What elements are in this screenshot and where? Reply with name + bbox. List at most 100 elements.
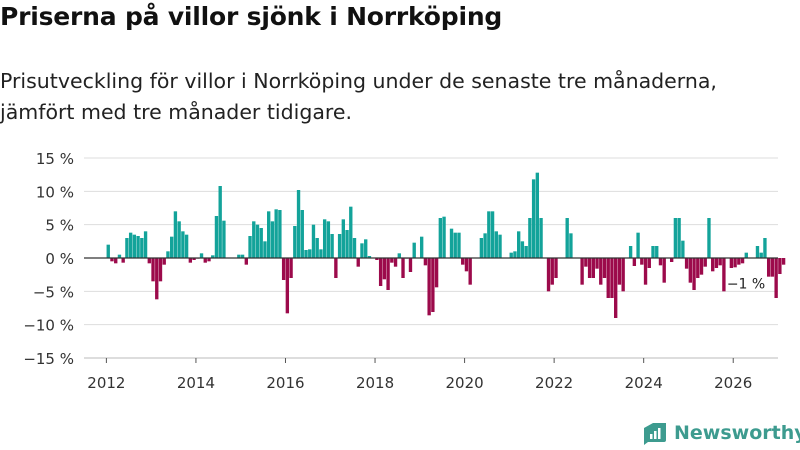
bar: [412, 242, 416, 258]
bar: [431, 258, 435, 312]
bar: [181, 231, 185, 258]
bar: [531, 179, 536, 258]
x-tick-label: 2012: [87, 374, 125, 392]
bar: [781, 258, 786, 265]
bar: [349, 206, 353, 258]
x-tick-label: 2024: [625, 374, 663, 392]
y-tick-label: 10 %: [36, 183, 74, 201]
newsworthy-logo-icon: [644, 423, 666, 445]
bar: [151, 258, 155, 282]
bar: [382, 258, 387, 280]
bar: [106, 244, 110, 258]
y-axis-tick-labels: 15 % 10 % 5 % 0 % −5 % −10 % −15 %: [23, 150, 74, 368]
bar: [599, 258, 603, 285]
bar: [755, 246, 760, 258]
bar: [128, 232, 133, 258]
bar: [390, 258, 394, 263]
bar: [438, 218, 443, 258]
bar: [591, 258, 595, 278]
bar: [166, 251, 170, 258]
bar: [464, 258, 469, 272]
bar: [352, 238, 357, 258]
x-axis: 2012 2014 2016 2018 2020 2022 2024 2026: [84, 257, 778, 392]
bar: [479, 238, 484, 258]
chart-title: Priserna på villor sjönk i Norrköping: [0, 2, 503, 31]
y-tick-label: 0 %: [45, 250, 74, 268]
bar: [132, 234, 137, 258]
bar: [330, 234, 334, 258]
bar: [300, 210, 304, 258]
bar: [393, 258, 398, 267]
bar: [255, 224, 260, 258]
bar: [457, 232, 461, 258]
bar: [434, 258, 439, 288]
bar: [315, 238, 319, 258]
bar: [778, 258, 782, 274]
bar: [222, 220, 226, 258]
bar: [595, 258, 599, 269]
bar: [617, 258, 622, 285]
bar: [651, 246, 655, 258]
bar: [703, 258, 707, 267]
bar: [375, 258, 379, 260]
chart-subtitle: Prisutveckling för villor i Norrköping u…: [0, 69, 717, 124]
bar: [699, 258, 704, 275]
bar: [244, 258, 248, 265]
bar: [513, 251, 517, 258]
bar: [125, 238, 129, 258]
bar: [397, 253, 401, 258]
bar: [274, 209, 278, 258]
bar: [267, 211, 271, 258]
x-tick-label: 2022: [535, 374, 573, 392]
bar: [722, 258, 726, 292]
bar: [419, 236, 424, 258]
bar: [763, 238, 767, 258]
newsworthy-brand[interactable]: Newsworthy: [642, 419, 800, 447]
bar: [487, 211, 491, 258]
bar: [461, 258, 465, 265]
bar: [449, 228, 454, 258]
bar: [498, 234, 502, 258]
bar: [468, 258, 472, 285]
x-tick-label: 2020: [445, 374, 483, 392]
bar: [285, 258, 290, 314]
bar: [360, 243, 364, 258]
bar: [162, 258, 166, 265]
bar: [240, 254, 245, 258]
y-tick-label: −5 %: [33, 283, 74, 301]
bar: [334, 258, 338, 278]
bar: [367, 256, 372, 258]
bar: [669, 258, 674, 262]
bar: [263, 241, 267, 258]
bar: [546, 258, 551, 292]
bar: [442, 216, 446, 258]
bar: [483, 233, 487, 258]
bar: [218, 186, 222, 258]
bar: [766, 258, 771, 277]
bar: [114, 258, 118, 264]
bar: [681, 240, 685, 258]
bar: [655, 246, 659, 258]
bar: [356, 258, 360, 267]
x-tick-label: 2026: [714, 374, 752, 392]
bar: [524, 246, 528, 258]
bar: [203, 258, 207, 263]
bar: [774, 258, 778, 298]
bar: [632, 258, 637, 266]
bar: [490, 211, 495, 258]
bar: [539, 218, 543, 258]
bar: [211, 255, 215, 258]
bar: [744, 252, 748, 258]
x-tick-label: 2018: [356, 374, 394, 392]
bar: [517, 231, 521, 258]
bar: [281, 258, 286, 280]
bar: [729, 258, 734, 268]
bar: [278, 210, 282, 258]
bar: [214, 216, 219, 258]
bar: [311, 224, 316, 258]
bar: [494, 231, 498, 258]
bar: [602, 258, 607, 278]
bar: [147, 258, 151, 264]
bar: [628, 246, 633, 258]
bar: [554, 258, 558, 278]
